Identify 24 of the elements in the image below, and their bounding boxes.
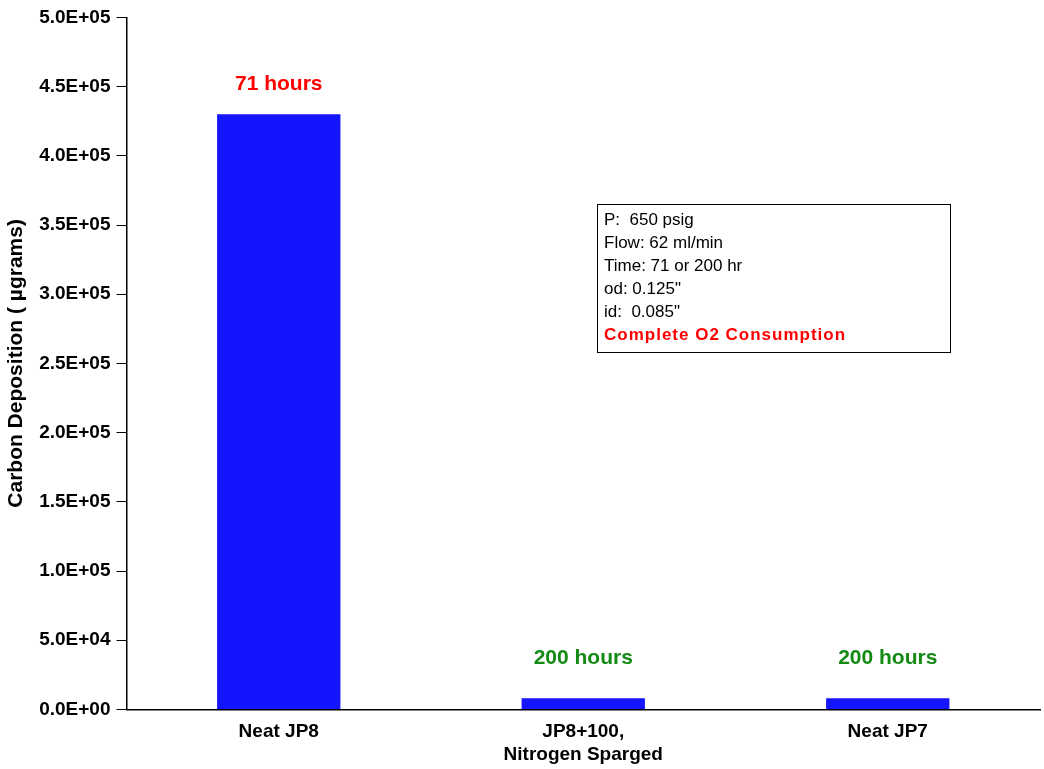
- y-tick-label: 2.0E+05: [39, 420, 111, 442]
- x-tick-label: Neat JP7: [847, 720, 928, 742]
- annotation: id: 0.085": [604, 301, 681, 323]
- y-tick-label: 4.0E+05: [39, 144, 111, 166]
- annotation: 71 hours: [235, 70, 323, 94]
- y-tick-label: 4.5E+05: [39, 74, 111, 96]
- y-tick-label: 3.0E+05: [39, 282, 111, 304]
- y-tick-label: 3.5E+05: [39, 213, 111, 235]
- annotation: P: 650 psig: [604, 209, 695, 231]
- annotation: Complete O2 Consumption: [604, 324, 848, 346]
- x-tick-label: JP8+100, Nitrogen Sparged: [503, 720, 663, 764]
- y-tick-label: 2.5E+05: [39, 351, 111, 373]
- y-tick-label: 1.0E+05: [39, 559, 111, 581]
- y-tick-label: 5.0E+04: [39, 628, 111, 650]
- y-tick-label: 5.0E+05: [39, 5, 111, 27]
- annotation: 200 hours: [838, 644, 938, 668]
- annotation: 200 hours: [533, 644, 633, 668]
- annotation: Time: 71 or 200 hr: [604, 255, 744, 277]
- x-tick-label: Neat JP8: [238, 720, 319, 742]
- y-tick-label: 0.0E+00: [39, 697, 111, 719]
- annotation: od: 0.125": [604, 278, 682, 300]
- annotation: Flow: 62 ml/min: [604, 232, 725, 254]
- y-tick-label: 1.5E+05: [39, 490, 111, 512]
- y-axis-title: Carbon Deposition ( µgrams): [3, 219, 27, 508]
